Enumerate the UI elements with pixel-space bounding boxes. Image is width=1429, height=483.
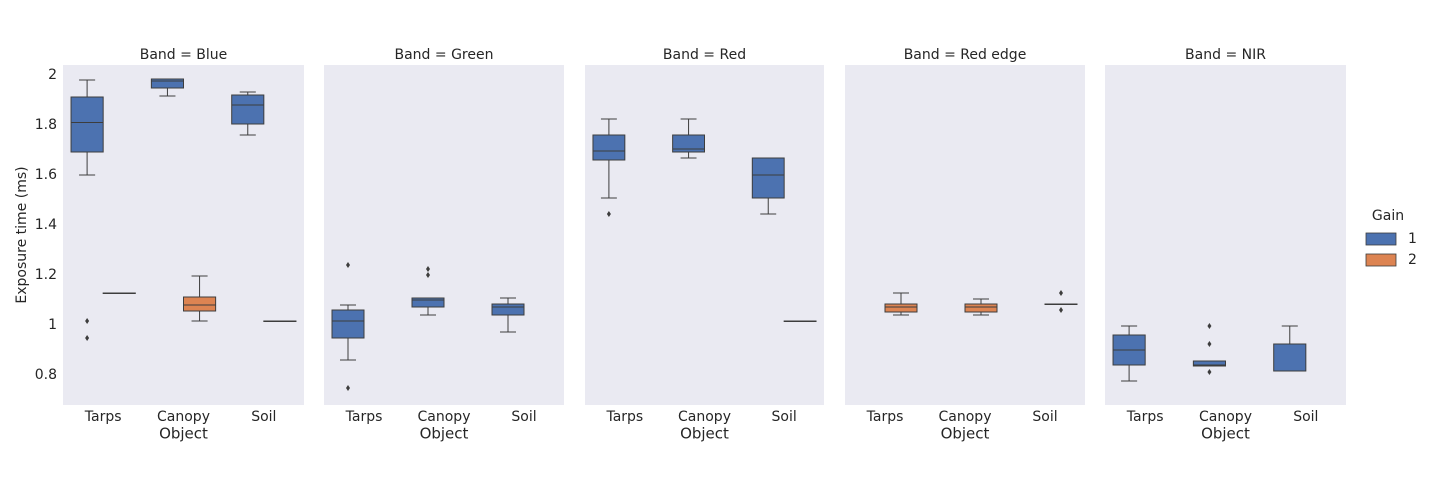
plot-background xyxy=(845,65,1085,405)
box xyxy=(70,96,104,153)
box xyxy=(751,157,785,199)
x-tick-label: Canopy xyxy=(939,409,992,425)
outlier xyxy=(346,385,350,391)
y-tick-label: 1.2 xyxy=(35,267,57,283)
x-tick-label: Soil xyxy=(1293,409,1318,425)
box xyxy=(1273,343,1307,372)
x-tick-label: Soil xyxy=(511,409,536,425)
box xyxy=(1192,360,1227,367)
outlier xyxy=(606,211,611,217)
panel-title: Band = NIR xyxy=(1185,47,1266,63)
x-axis-label: Object xyxy=(159,425,208,443)
x-tick-label: Canopy xyxy=(678,409,731,425)
outlier xyxy=(1207,369,1212,375)
legend-label: 1 xyxy=(1408,231,1417,247)
box xyxy=(672,134,706,153)
outlier xyxy=(85,318,90,324)
x-tick-label: Tarps xyxy=(345,409,383,425)
x-tick-label: Canopy xyxy=(1199,409,1252,425)
x-tick-label: Tarps xyxy=(84,409,122,425)
panel-title: Band = Green xyxy=(395,47,494,63)
outlier xyxy=(1059,290,1063,296)
box xyxy=(964,303,998,313)
outlier xyxy=(85,335,90,341)
x-axis-label: Object xyxy=(680,425,729,443)
y-tick-label: 2 xyxy=(48,67,57,83)
plot-background xyxy=(324,65,564,405)
box xyxy=(183,296,217,312)
box xyxy=(331,309,365,339)
legend-swatch xyxy=(1365,232,1397,246)
x-axis-label: Object xyxy=(420,425,469,443)
box xyxy=(150,78,185,89)
box xyxy=(592,134,626,161)
box xyxy=(491,303,525,316)
x-tick-label: Soil xyxy=(772,409,797,425)
outlier xyxy=(426,272,430,278)
x-tick-label: Tarps xyxy=(605,409,643,425)
outlier xyxy=(1207,323,1212,329)
panel-title: Band = Red edge xyxy=(904,47,1027,63)
box xyxy=(231,94,265,125)
x-tick-label: Tarps xyxy=(866,409,904,425)
panel-title: Band = Red xyxy=(663,47,746,63)
x-axis-label: Object xyxy=(941,425,990,443)
outlier xyxy=(1059,307,1063,313)
y-tick-label: 1 xyxy=(48,317,57,333)
legend-title: Gain xyxy=(1372,208,1404,224)
x-tick-label: Soil xyxy=(251,409,276,425)
outlier xyxy=(346,262,350,268)
legend-label: 2 xyxy=(1408,252,1417,268)
y-tick-label: 1.8 xyxy=(35,117,57,133)
panel-title: Band = Blue xyxy=(140,47,228,63)
y-tick-label: 1.6 xyxy=(35,167,57,183)
x-tick-label: Canopy xyxy=(418,409,471,425)
x-tick-label: Soil xyxy=(1032,409,1057,425)
box xyxy=(411,297,445,308)
box xyxy=(884,303,918,313)
y-axis-label: Exposure time (ms) xyxy=(14,166,30,303)
legend-swatch xyxy=(1365,253,1397,267)
x-tick-label: Tarps xyxy=(1126,409,1164,425)
y-tick-label: 1.4 xyxy=(35,217,57,233)
outlier xyxy=(426,266,430,272)
plot-background xyxy=(585,65,824,405)
x-axis-label: Object xyxy=(1201,425,1250,443)
x-tick-label: Canopy xyxy=(157,409,210,425)
outlier xyxy=(1207,341,1212,347)
y-tick-label: 0.8 xyxy=(35,367,57,383)
